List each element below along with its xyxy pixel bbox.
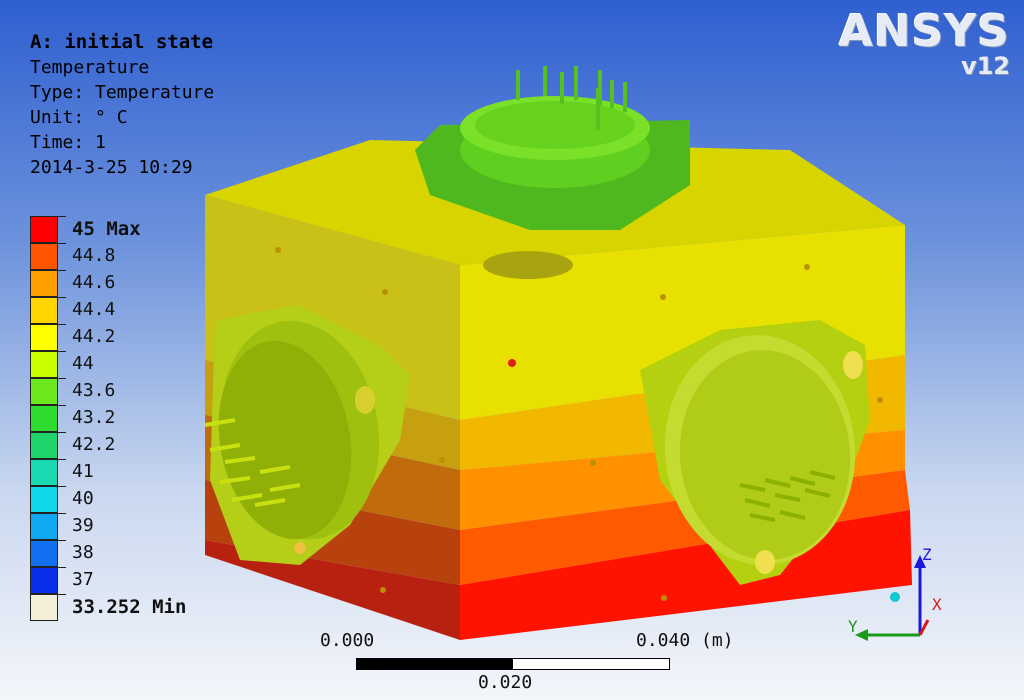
legend-swatch — [30, 432, 58, 459]
legend-swatch — [30, 486, 58, 513]
result-time: Time: 1 — [30, 132, 106, 153]
legend-tick — [58, 324, 66, 325]
top-hole — [483, 251, 573, 279]
legend-tick — [58, 432, 66, 433]
scale-bar: 0.000 0.040 (m) 0.020 — [320, 630, 740, 700]
result-info: A: initial state Temperature Type: Tempe… — [30, 30, 214, 180]
legend-label: 38 — [72, 542, 94, 563]
legend-label: 33.252 Min — [72, 596, 187, 618]
legend-label: 41 — [72, 461, 94, 482]
legend-tick — [58, 297, 66, 298]
ansys-logo: ANSYS v12 — [838, 6, 1010, 80]
legend-swatch — [30, 270, 58, 297]
legend-swatch — [30, 216, 58, 243]
legend-tick — [58, 459, 66, 460]
result-unit: Unit: ° C — [30, 107, 128, 128]
mounting-holes — [275, 247, 883, 601]
scale-mid-label: 0.020 — [478, 672, 533, 693]
legend-tick — [58, 270, 66, 271]
legend-swatch — [30, 513, 58, 540]
result-type: Type: Temperature — [30, 82, 215, 103]
legend-tick — [58, 378, 66, 379]
scale-ruler — [356, 658, 670, 670]
legend-swatch — [30, 459, 58, 486]
legend-swatch — [30, 594, 58, 621]
legend-tick — [58, 405, 66, 406]
legend-label: 43.6 — [72, 380, 116, 401]
legend-swatch — [30, 405, 58, 432]
right-connector — [640, 320, 870, 585]
logo-version: v12 — [960, 52, 1010, 80]
legend-swatch — [30, 540, 58, 567]
legend-swatch — [30, 567, 58, 594]
x-label: X — [932, 595, 942, 614]
legend-label: 40 — [72, 488, 94, 509]
left-connector — [204, 305, 410, 565]
result-timestamp: 2014-3-25 10:29 — [30, 157, 193, 178]
legend-tick — [58, 540, 66, 541]
legend-swatch — [30, 243, 58, 270]
legend-label: 42.2 — [72, 434, 116, 455]
legend-tick — [58, 243, 66, 244]
probe-point — [508, 359, 516, 367]
legend-label: 44.2 — [72, 326, 116, 347]
logo-brand: ANSYS — [838, 6, 1010, 57]
scale-right-label: 0.040 (m) — [636, 630, 734, 651]
result-name: Temperature — [30, 57, 150, 78]
legend-tick — [58, 513, 66, 514]
legend-label: 37 — [72, 569, 94, 590]
legend-label: 43.2 — [72, 407, 116, 428]
y-label: Y — [848, 617, 858, 636]
legend-label: 44.6 — [72, 272, 116, 293]
legend-swatch — [30, 324, 58, 351]
top-connector — [415, 66, 690, 230]
legend-swatch — [30, 351, 58, 378]
z-label: Z — [922, 545, 932, 564]
legend-tick — [58, 567, 66, 568]
legend-label: 44 — [72, 353, 94, 374]
x-axis — [918, 619, 930, 636]
legend-tick — [58, 216, 66, 217]
legend-swatch — [30, 297, 58, 324]
legend-label: 39 — [72, 515, 94, 536]
legend-label: 44.4 — [72, 299, 116, 320]
legend-tick — [58, 351, 66, 352]
legend-swatch — [30, 378, 58, 405]
legend-tick — [58, 594, 66, 595]
coordinate-triad[interactable]: Z X Y — [840, 540, 950, 650]
triad-center-icon — [890, 592, 900, 602]
legend-label: 45 Max — [72, 218, 141, 240]
scale-left-label: 0.000 — [320, 630, 375, 651]
analysis-title: A: initial state — [30, 31, 214, 53]
legend-label: 44.8 — [72, 245, 116, 266]
legend-tick — [58, 486, 66, 487]
